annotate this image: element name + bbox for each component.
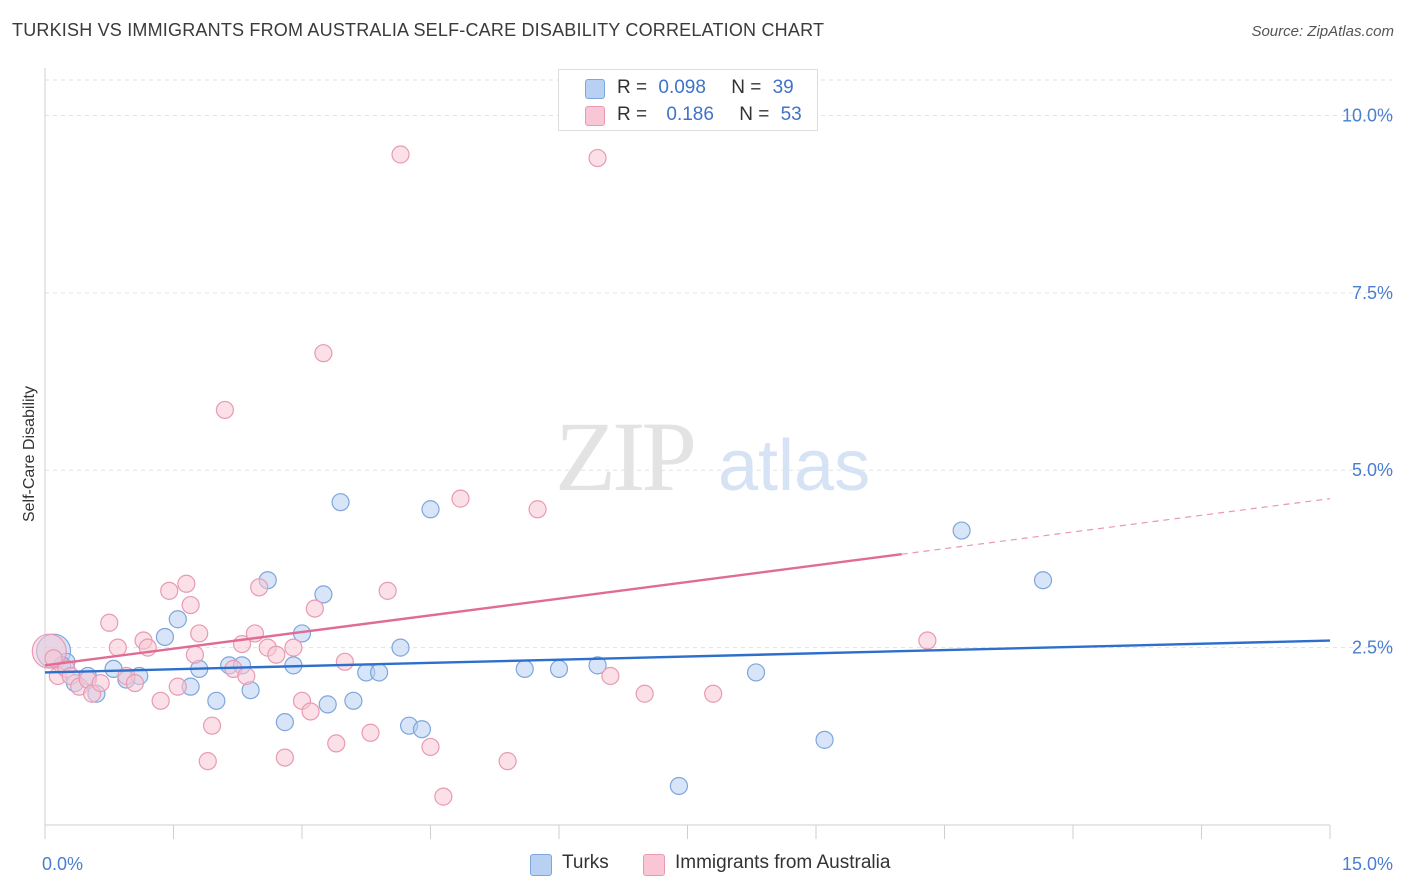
australia-point-17 — [177, 574, 196, 593]
y-tick-label-3: 10.0% — [1342, 105, 1393, 125]
watermark-zip: ZIP — [555, 401, 693, 512]
australia-point-14 — [151, 691, 170, 710]
turks-point-9 — [168, 610, 187, 629]
australia-point-31 — [275, 748, 294, 767]
australia-r-label: R = — [617, 104, 648, 125]
trend-lines — [44, 498, 1331, 674]
australia-point-49 — [635, 684, 654, 703]
australia-swatch — [585, 106, 605, 126]
turks-r-label: R = — [617, 77, 648, 98]
turks-point-8 — [155, 627, 175, 647]
australia-point-26 — [237, 666, 256, 686]
turks-point-28 — [412, 720, 432, 739]
australia-point-8 — [100, 613, 119, 632]
x-tick-label-1: 15.0% — [1342, 854, 1393, 874]
turks-point-30 — [515, 659, 534, 679]
australia-point-22 — [202, 716, 222, 735]
australia-point-15 — [160, 581, 179, 600]
australia-point-34 — [301, 702, 320, 721]
australia-point-28 — [250, 578, 269, 597]
watermark-atlas: atlas — [718, 426, 870, 506]
turks-point-29 — [421, 500, 440, 519]
australia-point-51 — [918, 631, 937, 650]
australia-point-39 — [361, 723, 380, 742]
australia-point-19 — [185, 645, 205, 664]
turks-point-21 — [318, 695, 337, 714]
turks-point-17 — [275, 713, 294, 732]
data-points — [31, 145, 1053, 806]
turks-point-35 — [815, 730, 834, 749]
bottom-australia-label: Immigrants from Australia — [675, 852, 891, 873]
australia-trend-extension — [901, 498, 1331, 555]
turks-point-37 — [1033, 571, 1053, 590]
turks-point-31 — [549, 659, 569, 679]
turks-point-20 — [314, 585, 333, 604]
australia-point-50 — [704, 684, 723, 703]
australia-point-21 — [198, 752, 217, 771]
tick-labels: 2.5% 5.0% 7.5% 10.0% 0.0% 15.0% — [42, 105, 1393, 874]
bottom-australia-swatch — [643, 854, 665, 876]
australia-point-18 — [181, 595, 200, 615]
grid-lines — [45, 79, 1392, 649]
turks-point-12 — [207, 691, 226, 710]
australia-point-41 — [391, 145, 410, 164]
turks-point-25 — [370, 663, 389, 682]
australia-point-48 — [601, 666, 620, 686]
turks-point-32 — [588, 656, 607, 675]
australia-point-38 — [335, 652, 354, 671]
australia-point-30 — [267, 645, 286, 664]
australia-point-9 — [108, 638, 127, 657]
turks-point-22 — [331, 493, 350, 512]
australia-n-label: N = — [739, 104, 770, 125]
australia-point-23 — [215, 400, 234, 420]
turks-point-36 — [952, 521, 971, 540]
bottom-turks-swatch — [530, 854, 552, 876]
turks-swatch — [585, 79, 605, 99]
chart-title: TURKISH VS IMMIGRANTS FROM AUSTRALIA SEL… — [12, 20, 825, 40]
turks-point-33 — [669, 776, 689, 796]
stats-legend: R = 0.098 N = 39 R = 0.186 N = 53 — [558, 69, 818, 131]
australia-point-46 — [528, 500, 547, 519]
australia-point-20 — [190, 624, 209, 643]
turks-r-value: 0.098 — [658, 77, 706, 98]
turks-n-label: N = — [731, 77, 762, 98]
turks-n-value: 39 — [772, 77, 794, 98]
y-tick-label-2: 7.5% — [1352, 283, 1393, 303]
turks-point-23 — [344, 691, 363, 710]
australia-point-16 — [168, 677, 187, 696]
australia-point-47 — [588, 148, 607, 168]
australia-point-40 — [378, 581, 397, 600]
watermark: ZIP atlas — [555, 401, 870, 512]
australia-point-37 — [327, 734, 346, 753]
turks-point-26 — [391, 638, 410, 657]
y-tick-label-0: 2.5% — [1352, 638, 1393, 658]
bottom-turks-label: Turks — [562, 852, 609, 873]
australia-point-44 — [451, 489, 470, 508]
turks-point-34 — [746, 663, 766, 682]
australia-point-45 — [498, 752, 517, 771]
australia-point-42 — [421, 737, 440, 757]
x-tick-label-0: 0.0% — [42, 854, 83, 874]
australia-point-11 — [125, 673, 145, 693]
source-label: Source: ZipAtlas.com — [1251, 23, 1394, 40]
australia-r-value: 0.186 — [666, 104, 714, 125]
australia-point-7 — [91, 673, 110, 693]
australia-point-43 — [434, 787, 453, 806]
australia-n-value: 53 — [780, 104, 802, 125]
australia-point-36 — [314, 344, 333, 363]
australia-point-32 — [284, 638, 303, 657]
axes — [44, 68, 1331, 839]
y-tick-label-1: 5.0% — [1352, 460, 1393, 480]
australia-trend-line — [44, 553, 902, 667]
turks-trend-line — [44, 639, 1331, 674]
australia-point-35 — [305, 599, 324, 618]
